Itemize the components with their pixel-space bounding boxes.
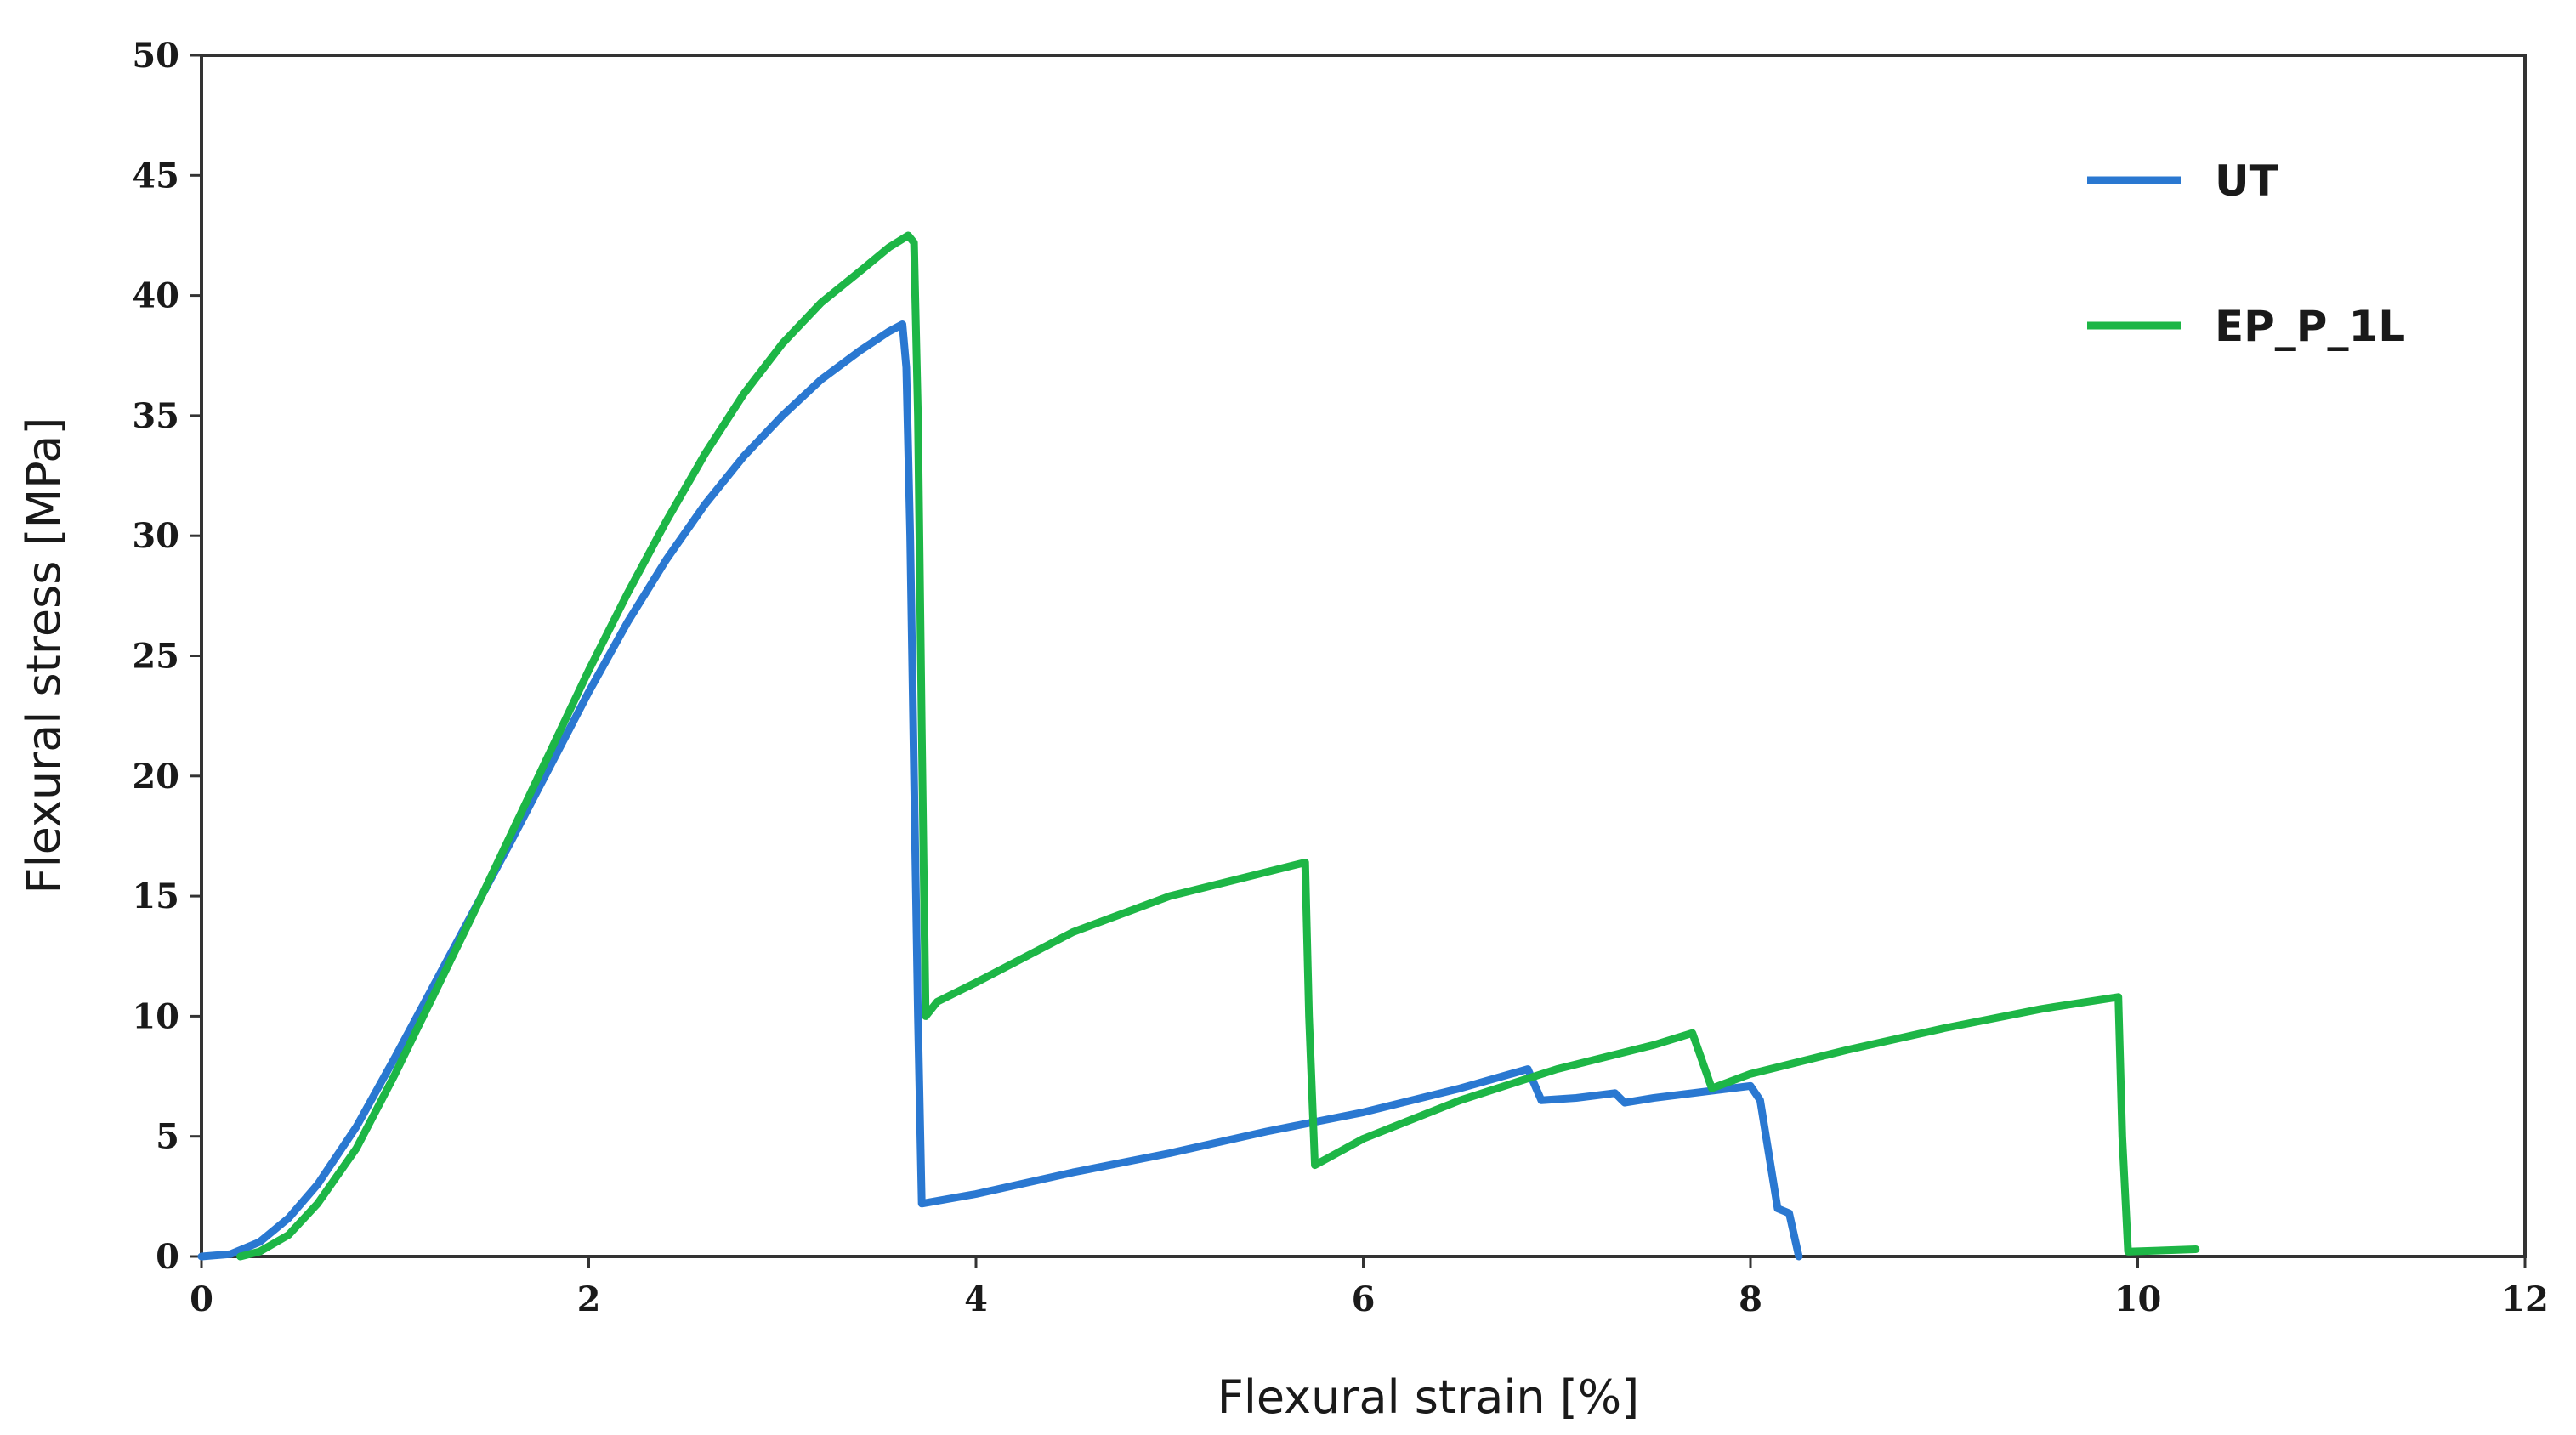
x-tick-label: 0 <box>190 1279 213 1319</box>
y-tick-label: 45 <box>132 156 179 196</box>
series-lines <box>197 231 2200 1261</box>
y-tick-label: 30 <box>132 516 179 556</box>
y-tick-label: 35 <box>132 396 179 436</box>
y-tick-label: 20 <box>132 757 179 797</box>
y-tick-label: 15 <box>132 876 179 916</box>
y-tick-label: 25 <box>132 637 179 677</box>
series-line-ut <box>197 320 1803 1261</box>
series-line-ep-p-1l <box>236 231 2200 1261</box>
y-tick-label: 40 <box>132 276 179 316</box>
x-tick-label: 8 <box>1739 1279 1762 1319</box>
x-tick-label: 6 <box>1352 1279 1376 1319</box>
y-tick-label: 10 <box>132 996 179 1036</box>
legend-label: EP_P_1L <box>2215 302 2405 351</box>
y-tick-label: 0 <box>156 1237 179 1277</box>
x-axis-title: Flexural strain [%] <box>1217 1370 1639 1424</box>
y-tick-label: 5 <box>156 1117 179 1157</box>
y-axis-title: Flexural stress [MPa] <box>17 417 71 894</box>
x-tick-label: 12 <box>2501 1279 2549 1319</box>
plot-frame <box>200 54 2527 1258</box>
x-tick-label: 10 <box>2114 1279 2162 1319</box>
legend-label: UT <box>2215 156 2278 206</box>
legend: UT EP_P_1L <box>2087 156 2405 351</box>
x-tick-label: 2 <box>577 1279 601 1319</box>
axis-ticks: 0 2 4 6 8 10 12 0 5 10 15 20 25 30 35 40 45 50 <box>132 36 2549 1319</box>
x-tick-label: 4 <box>964 1279 988 1319</box>
y-tick-label: 50 <box>132 36 179 76</box>
